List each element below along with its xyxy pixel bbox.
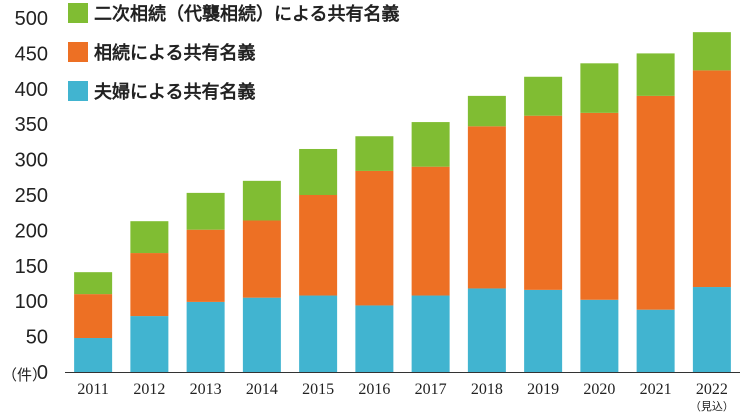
- x-tick-label: 2021: [640, 381, 672, 398]
- category-note: （見込）: [690, 400, 734, 413]
- bar-segment: [692, 287, 731, 372]
- bar-segment: [636, 53, 675, 96]
- y-tick-label: 0: [37, 362, 48, 384]
- bar-segment: [636, 309, 675, 372]
- legend-label: 相続による共有名義: [94, 42, 255, 64]
- x-axis-ticks: 2011 2012 2013 2014 2015 2016 2017 2018 2019 2020…: [77, 381, 727, 398]
- legend-label: 二次相続（代襲相続）による共有名義: [94, 3, 399, 25]
- bar-segment: [411, 295, 450, 372]
- x-tick-label: 2013: [190, 381, 222, 398]
- legend-swatch: [68, 81, 88, 101]
- x-tick-label: 2018: [471, 381, 503, 398]
- x-tick-label: 2011: [77, 381, 108, 398]
- bar-segment: [130, 253, 169, 317]
- bar-segment: [74, 294, 113, 339]
- bar-segment: [580, 63, 619, 113]
- y-tick-label: 350: [15, 114, 48, 136]
- bar-segment: [242, 180, 281, 221]
- legend-label: 夫婦による共有名義: [94, 81, 255, 103]
- x-tick-label: 2015: [302, 381, 334, 398]
- bar-series-group: [74, 32, 731, 372]
- bar-segment: [692, 32, 731, 71]
- bar-segment: [242, 297, 281, 372]
- y-axis-unit-label: （件）: [2, 366, 47, 384]
- bar-segment: [242, 220, 281, 298]
- bar-segment: [355, 136, 394, 171]
- y-tick-label: 100: [15, 291, 48, 313]
- bar-segment: [130, 221, 169, 254]
- x-tick-label: 2016: [358, 381, 390, 398]
- bar-segment: [130, 316, 169, 372]
- bar-segment: [299, 195, 338, 296]
- bar-segment: [74, 338, 113, 372]
- x-tick-label: 2014: [246, 381, 278, 398]
- y-tick-label: 300: [15, 150, 48, 172]
- x-tick-label: 2012: [133, 381, 165, 398]
- legend-swatch: [68, 42, 88, 62]
- y-tick-label: 200: [15, 220, 48, 242]
- y-tick-label: 50: [26, 327, 48, 349]
- bar-segment: [411, 122, 450, 167]
- bar-segment: [411, 166, 450, 296]
- bar-segment: [524, 115, 563, 290]
- bar-segment: [692, 70, 731, 288]
- bar-segment: [524, 76, 563, 116]
- bar-segment: [299, 295, 338, 372]
- bar-segment: [299, 148, 338, 195]
- bar-segment: [355, 305, 394, 372]
- bar-segment: [580, 112, 619, 300]
- bar-segment: [186, 229, 225, 302]
- bar-segment: [355, 170, 394, 306]
- y-tick-label: 150: [15, 256, 48, 278]
- x-tick-label: 2022: [696, 381, 728, 398]
- x-tick-label: 2020: [583, 381, 615, 398]
- bar-segment: [467, 288, 506, 372]
- legend-swatch: [68, 3, 88, 23]
- y-tick-label: 450: [15, 43, 48, 65]
- y-tick-label: 400: [15, 79, 48, 101]
- y-tick-label: 250: [15, 185, 48, 207]
- y-tick-label: 500: [15, 8, 48, 30]
- bar-segment: [186, 301, 225, 372]
- bar-segment: [74, 272, 113, 295]
- x-tick-label: 2019: [527, 381, 559, 398]
- x-tick-label: 2017: [415, 381, 447, 398]
- bar-segment: [186, 192, 225, 230]
- bar-segment: [467, 95, 506, 127]
- y-axis-ticks: 0 50 100 150 200 250 300 350 400 450 500: [15, 8, 48, 384]
- bar-segment: [636, 95, 675, 310]
- bar-segment: [524, 289, 563, 372]
- bar-segment: [580, 299, 619, 372]
- bar-segment: [467, 126, 506, 289]
